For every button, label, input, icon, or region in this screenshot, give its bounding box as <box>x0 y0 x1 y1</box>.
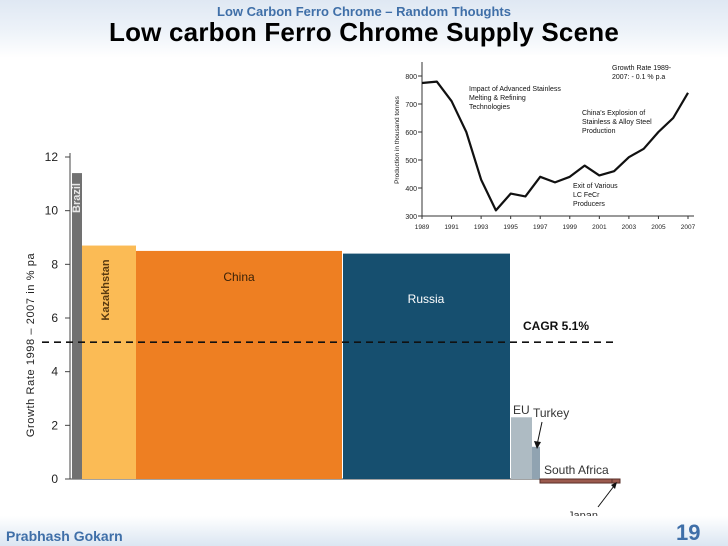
inset-annotation-line: LC FeCr <box>573 192 600 199</box>
inset-x-tick-label: 1997 <box>533 224 548 231</box>
inset-x-tick-label: 2001 <box>592 224 607 231</box>
inset-x-tick-label: 1991 <box>444 224 459 231</box>
author-name: Prabhash Gokarn <box>6 528 123 544</box>
production-line <box>421 80 689 212</box>
y-tick-label: 12 <box>45 150 59 164</box>
inset-x-tick-label: 2005 <box>651 224 666 231</box>
inset-x-tick-label: 2003 <box>622 224 637 231</box>
y-tick-label: 2 <box>51 418 58 432</box>
inset-y-tick-label: 500 <box>405 158 417 165</box>
inset-y-tick-label: 300 <box>405 214 417 221</box>
inset-x-tick-label: 1995 <box>503 224 518 231</box>
bar-label-brazil: Brazil <box>71 183 83 213</box>
turkey-arrow-head <box>534 441 541 449</box>
inset-y-tick-label: 700 <box>405 102 417 109</box>
bar-kazakhstan <box>82 245 136 479</box>
inset-y-axis-label: Production in thousand tonnes <box>394 95 401 184</box>
inset-annotation: China's Explosion of Stainless & Alloy St… <box>582 110 652 135</box>
inset-annotation-line: Growth Rate 1989- <box>612 65 672 72</box>
footer-band <box>0 516 728 546</box>
slide-title: Low carbon Ferro Chrome Supply Scene <box>109 17 619 47</box>
inset-background <box>380 55 700 240</box>
bar-turkey <box>532 446 540 479</box>
inset-annotation-line: Technologies <box>469 104 510 111</box>
inset-annotation-line: Producers <box>573 201 605 208</box>
y-tick-label: 6 <box>51 311 58 325</box>
inset-annotation-line: Production <box>582 128 616 135</box>
y-tick-label: 8 <box>51 257 58 271</box>
header-band <box>0 0 728 58</box>
y-tick-label: 0 <box>51 472 58 486</box>
bar-label-south-africa: South Africa <box>544 463 609 477</box>
bar-eu <box>511 417 532 479</box>
bar-label-eu: EU <box>513 403 530 417</box>
japan-arrow <box>597 485 615 508</box>
y-axis-label: Growth Rate 1998 – 2007 in % pa <box>25 253 37 438</box>
cagr-label: CAGR 5.1% <box>523 319 589 333</box>
inset-x-tick-label: 2007 <box>681 224 696 231</box>
japan-arrow-head <box>611 482 617 489</box>
presentation-subtitle: Low Carbon Ferro Chrome – Random Thought… <box>217 4 511 19</box>
y-tick-label: 4 <box>51 365 58 379</box>
bar-label-russia: Russia <box>408 292 445 306</box>
turkey-arrow <box>536 421 543 446</box>
inset-y-tick-label: 400 <box>405 186 417 193</box>
inset-annotation-line: Impact of Advanced Stainless <box>469 86 561 93</box>
page-number: 19 <box>676 520 701 545</box>
inset-annotation: Growth Rate 1989- 2007: - 0.1 % p.a <box>612 65 672 81</box>
inset-annotation: Exit of Various LC FeCr Producers <box>573 183 618 208</box>
bar-russia <box>343 253 510 479</box>
inset-annotation-line: 2007: - 0.1 % p.a <box>612 74 665 81</box>
inset-y-tick-label: 600 <box>405 130 417 137</box>
bar-label-china: China <box>223 270 255 284</box>
bar-label-kazakhstan: Kazakhstan <box>100 259 112 320</box>
inset-annotation: Impact of Advanced Stainless Melting & Re… <box>469 86 561 111</box>
inset-x-tick-label: 1993 <box>474 224 489 231</box>
bar-brazil <box>72 173 82 479</box>
bar-label-turkey: Turkey <box>533 406 569 420</box>
inset-annotation-line: Stainless & Alloy Steel <box>582 119 652 126</box>
bar-china <box>136 250 342 479</box>
inset-x-tick-label: 1989 <box>415 224 430 231</box>
inset-x-tick-label: 1999 <box>563 224 578 231</box>
inset-annotation-line: Melting & Refining <box>469 95 526 102</box>
y-tick-label: 10 <box>45 204 59 218</box>
inset-y-tick-label: 800 <box>405 74 417 81</box>
inset-annotation-line: Exit of Various <box>573 183 618 190</box>
inset-annotation-line: China's Explosion of <box>582 110 645 117</box>
